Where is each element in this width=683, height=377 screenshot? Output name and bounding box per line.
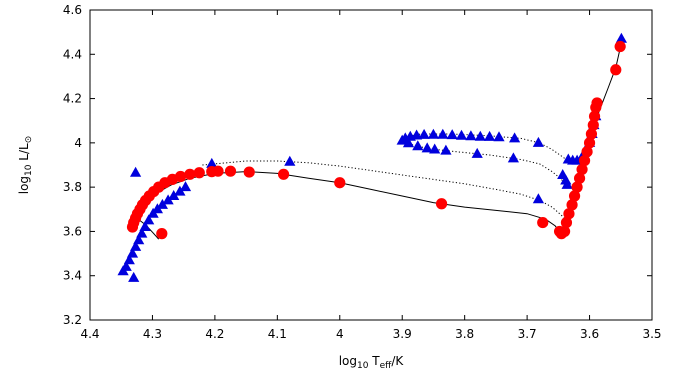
blue-triangle-point: [507, 152, 519, 163]
blue-triangle-series: [117, 32, 627, 282]
blue-triangle-point: [284, 155, 296, 166]
blue-triangle-point: [130, 166, 142, 177]
y-axis-label: log10 L/L⊙: [17, 136, 34, 195]
x-tick-label: 4.2: [205, 327, 224, 341]
axes: 4.4 4.3 4.2 4.1 4 3.9 3.8 3.7 3.6 3.5 3.2 3.4 3.6 3.8…: [63, 3, 662, 341]
red-circle-point: [568, 190, 581, 202]
blue-triangle-point: [429, 143, 441, 154]
red-circle-point: [573, 172, 586, 184]
blue-triangle-point: [168, 190, 180, 200]
red-circle-point: [243, 166, 255, 178]
red-circle-point: [174, 170, 187, 183]
plot-frame: [89, 9, 653, 321]
y-tick-label: 3.6: [63, 224, 82, 238]
x-tick-label: 4.3: [143, 327, 162, 341]
y-tick-label: 4: [74, 136, 82, 150]
y-tick-label: 3.8: [63, 180, 82, 194]
x-tick-label: 3.7: [518, 327, 537, 341]
blue-triangle-point: [136, 227, 148, 238]
red-circle-point: [537, 216, 549, 229]
blue-triangle-point: [120, 260, 132, 271]
red-circle-point: [224, 165, 237, 177]
red-circle-point: [560, 216, 573, 229]
track-line-1: [202, 160, 565, 219]
blue-triangle-point: [427, 128, 439, 139]
red-circle-point: [184, 168, 196, 180]
blue-triangle-point: [437, 128, 449, 139]
red-circle-point: [566, 199, 578, 211]
blue-triangle-point: [421, 142, 433, 153]
blue-triangle-point: [174, 185, 186, 196]
track-line-0: [133, 45, 622, 240]
x-tick-label: 3.5: [642, 327, 661, 341]
red-circle-point: [193, 167, 205, 179]
blue-triangle-point: [206, 157, 218, 168]
red-circle-point: [588, 110, 601, 122]
evolution-tracks: [133, 45, 622, 240]
blue-triangle-point: [139, 221, 151, 231]
x-tick-label: 4.4: [80, 327, 99, 341]
blue-triangle-point: [471, 147, 483, 158]
blue-triangle-point: [455, 129, 468, 140]
blue-triangle-point: [412, 140, 424, 151]
blue-triangle-point: [561, 178, 573, 189]
blue-triangle-point: [402, 137, 415, 148]
red-circle-point: [581, 146, 593, 158]
red-circle-point: [334, 177, 346, 189]
blue-triangle-point: [532, 193, 544, 204]
blue-triangle-point: [143, 214, 155, 225]
blue-triangle-point: [123, 254, 135, 265]
red-circle-point: [591, 97, 603, 109]
red-circle-point: [571, 181, 583, 193]
blue-triangle-point: [411, 129, 423, 140]
red-circle-point: [277, 168, 290, 180]
red-circle-point: [610, 64, 622, 76]
red-circle-point: [583, 137, 596, 149]
blue-triangle-point: [509, 132, 521, 143]
red-circle-point: [576, 163, 588, 176]
blue-triangle-point: [128, 271, 140, 282]
x-tick-label: 4: [336, 327, 344, 341]
x-tick-label: 3.9: [393, 327, 412, 341]
blue-triangle-point: [440, 144, 452, 155]
red-circle-point: [587, 119, 599, 131]
red-circle-point: [578, 154, 591, 167]
red-circle-point: [563, 208, 575, 220]
y-tick-label: 3.2: [63, 313, 82, 327]
blue-triangle-point: [418, 128, 430, 139]
red-circle-point: [614, 40, 626, 53]
blue-triangle-point: [446, 129, 458, 140]
blue-triangle-point: [532, 136, 544, 147]
blue-triangle-point: [126, 247, 139, 258]
blue-triangle-point: [130, 240, 142, 251]
red-circle-point: [212, 165, 224, 177]
y-tick-label: 4.2: [63, 92, 82, 106]
x-axis-label: log10 Teff/K: [339, 354, 405, 371]
blue-triangle-point: [133, 234, 145, 245]
x-tick-label: 3.8: [455, 327, 474, 341]
y-tick-label: 4.4: [63, 47, 82, 61]
blue-triangle-point: [474, 130, 486, 141]
blue-triangle-point: [493, 131, 505, 142]
blue-triangle-point: [162, 194, 174, 205]
red-circle-point: [558, 225, 571, 238]
y-tick-label: 3.4: [63, 269, 82, 283]
x-tick-label: 3.6: [580, 327, 599, 341]
blue-triangle-point: [179, 181, 192, 192]
x-tick-label: 4.1: [268, 327, 287, 341]
y-tick-label: 4.6: [63, 3, 82, 17]
red-circle-point: [585, 128, 598, 140]
red-circle-point: [156, 228, 168, 240]
blue-triangle-point: [156, 198, 168, 209]
blue-triangle-point: [465, 130, 477, 141]
red-circle-point: [435, 198, 448, 210]
blue-triangle-point: [615, 32, 627, 43]
blue-triangle-point: [484, 130, 496, 141]
red-circle-series: [126, 40, 626, 240]
